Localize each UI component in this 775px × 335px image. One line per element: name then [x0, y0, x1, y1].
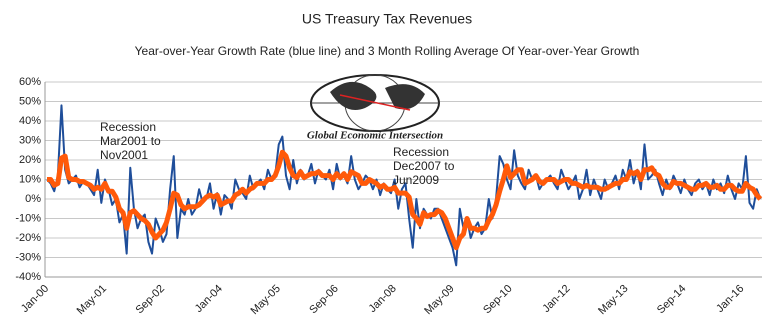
annotation: Dec2007 to: [393, 159, 455, 173]
x-tick-label: May-13: [596, 283, 630, 317]
series-line: [47, 149, 763, 251]
chart-subtitle: Year-over-Year Growth Rate (blue line) a…: [135, 44, 640, 58]
x-tick-label: Sep-10: [481, 283, 515, 317]
annotation: Mar2001 to: [100, 134, 161, 148]
x-tick-label: Jan-08: [367, 283, 399, 315]
y-tick-label: 60%: [19, 76, 41, 88]
x-tick-label: Jan-00: [19, 283, 51, 315]
y-tick-label: 40%: [19, 115, 41, 127]
logo: Global Economic Intersection: [307, 74, 443, 142]
y-tick-label: -40%: [15, 271, 41, 283]
chart-title: US Treasury Tax Revenues: [302, 11, 472, 27]
logo-land: [330, 81, 425, 110]
y-tick-label: -20%: [15, 232, 41, 244]
y-tick-label: 20%: [19, 154, 41, 166]
y-tick-label: 50%: [19, 95, 41, 107]
annotation: Jun2009: [393, 173, 439, 187]
y-tick-label: 0%: [25, 193, 41, 205]
x-tick-label: Sep-02: [133, 283, 167, 317]
x-tick-label: Jan-16: [714, 283, 746, 315]
y-tick-label: -30%: [15, 251, 41, 263]
y-tick-label: 10%: [19, 173, 41, 185]
annotation: Nov2001: [100, 148, 148, 162]
x-tick-label: May-05: [249, 283, 283, 317]
x-tick-label: Jan-12: [540, 283, 572, 315]
x-tick-label: May-09: [422, 283, 456, 317]
y-tick-label: -10%: [15, 212, 41, 224]
annotation: Recession: [100, 120, 156, 134]
x-tick-label: May-01: [75, 283, 109, 317]
y-tick-label: 30%: [19, 134, 41, 146]
x-tick-label: Sep-06: [307, 283, 341, 317]
annotation: Recession: [393, 145, 449, 159]
logo-route: [339, 94, 411, 111]
logo-text: Global Economic Intersection: [307, 130, 443, 142]
x-tick-label: Sep-14: [655, 283, 689, 317]
x-tick-label: Jan-04: [193, 283, 225, 315]
